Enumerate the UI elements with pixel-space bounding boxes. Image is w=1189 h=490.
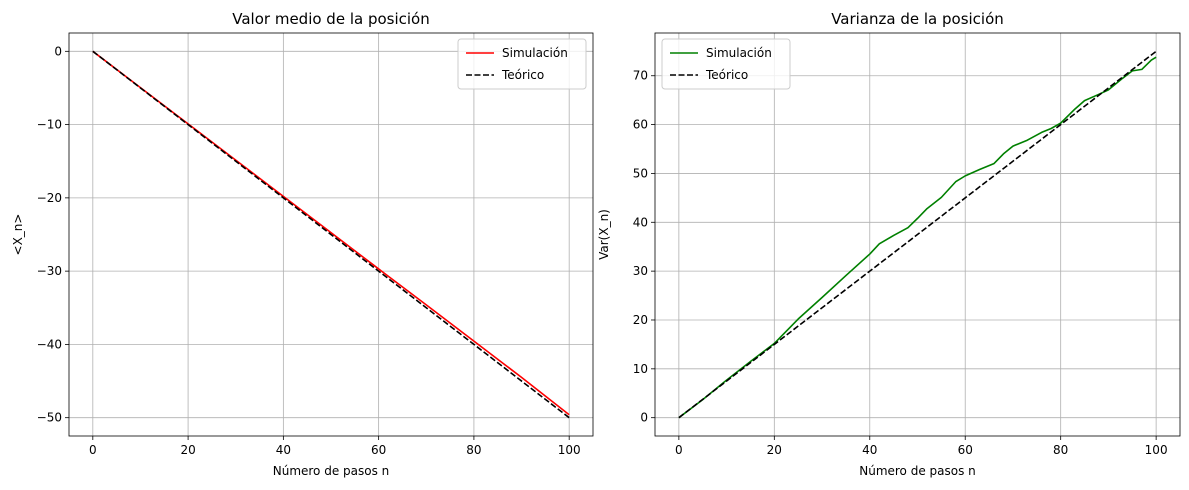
- x-tick-label: 60: [958, 443, 973, 457]
- series-layer: [92, 50, 570, 419]
- grid: [69, 33, 593, 436]
- panel-variance-position: 0 20 40 60 80 100 0 10 20 30 40 50 60 70 Varianza de …: [597, 10, 1181, 478]
- y-tick-label: 40: [633, 215, 648, 229]
- series-line-simulation: [92, 50, 570, 416]
- y-tick-label: 0: [640, 411, 648, 425]
- x-tick-label: 80: [466, 443, 481, 457]
- y-tick-label: 70: [633, 69, 648, 83]
- y-tick-label: 20: [633, 313, 648, 327]
- series-layer: [678, 50, 1157, 419]
- chart-title: Valor medio de la posición: [232, 10, 429, 28]
- y-axis-label: Var(X_n): [597, 209, 611, 260]
- panel-mean-position: 0 20 40 60 80 100 0 −10 −20 −30 −40 −50 Valor medio…: [11, 10, 594, 478]
- legend-box: [457, 38, 587, 90]
- y-tick-label: 50: [633, 166, 648, 180]
- series-line-simulation: [678, 56, 1157, 419]
- x-tick-label: 0: [675, 443, 683, 457]
- plot-frame: [654, 32, 1181, 437]
- y-tick-label: −30: [37, 264, 62, 278]
- legend-label-simulation: Simulación: [502, 46, 568, 60]
- series-line-theoretical: [92, 50, 570, 419]
- x-tick-label: 100: [558, 443, 581, 457]
- x-tick-label: 40: [862, 443, 877, 457]
- y-tick-label: −10: [37, 118, 62, 132]
- x-tick-label: 20: [767, 443, 782, 457]
- legend-label-theoretical: Teórico: [705, 68, 748, 82]
- series-line-theoretical: [678, 50, 1157, 419]
- y-tick-label: 0: [54, 44, 62, 58]
- x-tick-label: 20: [180, 443, 195, 457]
- y-tick-label: −40: [37, 337, 62, 351]
- y-tick-label: 30: [633, 264, 648, 278]
- plot-frame: [68, 32, 594, 437]
- y-tick-label: 60: [633, 118, 648, 132]
- x-tick-label: 100: [1145, 443, 1168, 457]
- x-tick-label: 60: [371, 443, 386, 457]
- legend-label-simulation: Simulación: [706, 46, 772, 60]
- tick-layer: 0 20 40 60 80 100 0 −10 −20 −30 −40 −50: [37, 44, 581, 457]
- legend-label-theoretical: Teórico: [501, 68, 544, 82]
- x-axis-label: Número de pasos n: [859, 464, 976, 478]
- y-axis-label: <X_n>: [11, 214, 25, 256]
- x-tick-label: 0: [89, 443, 97, 457]
- y-tick-label: 10: [633, 362, 648, 376]
- legend: Simulación Teórico: [661, 38, 791, 90]
- x-axis-label: Número de pasos n: [273, 464, 390, 478]
- y-tick-label: −20: [37, 191, 62, 205]
- chart-title: Varianza de la posición: [831, 10, 1004, 28]
- x-tick-label: 40: [276, 443, 291, 457]
- legend-box: [661, 38, 791, 90]
- y-tick-label: −50: [37, 411, 62, 425]
- x-tick-label: 80: [1053, 443, 1068, 457]
- legend: Simulación Teórico: [457, 38, 587, 90]
- tick-layer: 0 20 40 60 80 100 0 10 20 30 40 50 60 70: [633, 69, 1168, 457]
